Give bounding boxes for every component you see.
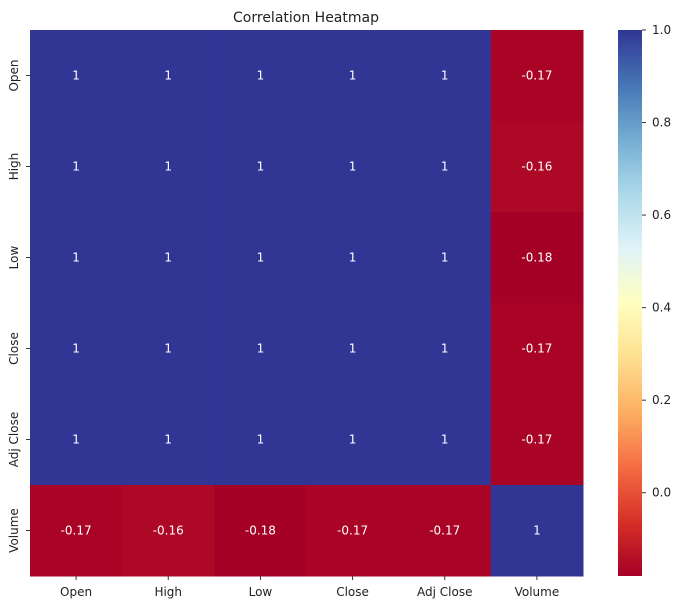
colorbar-tick-label: 0.0 xyxy=(652,486,671,500)
heatmap-cell xyxy=(490,30,584,122)
heatmap-cell xyxy=(30,485,123,577)
heatmap-cell xyxy=(122,30,215,122)
cell-value-label: -0.17 xyxy=(521,342,552,356)
heatmap-cell xyxy=(122,212,215,304)
chart-title: Correlation Heatmap xyxy=(233,10,379,26)
y-tick-label: Adj Close xyxy=(7,412,21,467)
heatmap-cell xyxy=(122,394,215,486)
heatmap-cell xyxy=(306,303,400,395)
heatmap-cell xyxy=(214,394,307,486)
heatmap-cell xyxy=(214,303,307,395)
colorbar-tick-label: 1.0 xyxy=(652,23,671,37)
x-tick-label: Open xyxy=(60,585,92,599)
colorbar-ticks: 0.0 0.2 0.4 0.6 0.8 1.0 xyxy=(642,23,671,500)
cell-value-label: 1 xyxy=(164,433,172,447)
cell-value-label: 1 xyxy=(349,69,357,83)
heatmap-cell xyxy=(490,212,584,304)
heatmap-cell xyxy=(490,121,584,213)
heatmap-cell xyxy=(306,212,400,304)
cell-value-label: 1 xyxy=(257,69,265,83)
cell-value-label: -0.17 xyxy=(521,433,552,447)
cell-value-label: 1 xyxy=(349,251,357,265)
cell-value-label: -0.17 xyxy=(337,524,368,538)
colorbar-gradient xyxy=(618,30,642,576)
cell-value-label: 1 xyxy=(533,524,541,538)
colorbar-tick-label: 0.6 xyxy=(652,208,671,222)
heatmap-cell xyxy=(398,212,492,304)
cell-value-label: 1 xyxy=(164,69,172,83)
cell-value-label: 1 xyxy=(349,433,357,447)
cell-value-label: -0.17 xyxy=(429,524,460,538)
heatmap-cell xyxy=(30,212,123,304)
heatmap-cell xyxy=(30,121,123,213)
heatmap-cell xyxy=(214,121,307,213)
heatmap-cell xyxy=(398,30,492,122)
cell-value-label: 1 xyxy=(164,251,172,265)
colorbar: 0.0 0.2 0.4 0.6 0.8 1.0 xyxy=(618,23,671,576)
y-tick-label: Close xyxy=(7,332,21,365)
cell-value-label: -0.17 xyxy=(521,69,552,83)
heatmap-cell xyxy=(214,212,307,304)
heatmap-cell xyxy=(306,30,400,122)
cell-value-label: 1 xyxy=(257,251,265,265)
x-tick-label: Volume xyxy=(515,585,560,599)
heatmap-cell xyxy=(398,303,492,395)
heatmap-cell xyxy=(30,303,123,395)
x-tick-label: Close xyxy=(336,585,369,599)
heatmap-cell xyxy=(122,303,215,395)
heatmap-cell xyxy=(306,485,400,577)
heatmap-cell xyxy=(214,30,307,122)
heatmap-cell xyxy=(398,121,492,213)
heatmap-cell xyxy=(122,485,215,577)
y-tick-label: High xyxy=(7,153,21,181)
cell-value-label: 1 xyxy=(441,160,449,174)
cell-value-label: 1 xyxy=(349,342,357,356)
cell-value-label: 1 xyxy=(164,342,172,356)
heatmap-cell xyxy=(306,394,400,486)
heatmap-cell xyxy=(30,30,123,122)
x-tick-label: Low xyxy=(249,585,273,599)
x-tick-label: Adj Close xyxy=(417,585,472,599)
cell-value-label: 1 xyxy=(164,160,172,174)
heatmap-cell xyxy=(490,485,584,577)
heatmap-cell xyxy=(214,485,307,577)
y-tick-label: Volume xyxy=(7,508,21,553)
x-axis: Open High Low Close Adj Close Volume xyxy=(60,576,559,599)
cell-value-label: 1 xyxy=(72,69,80,83)
cell-value-label: 1 xyxy=(72,433,80,447)
colorbar-tick-label: 0.2 xyxy=(652,393,671,407)
heatmap-cell xyxy=(306,121,400,213)
x-tick-label: High xyxy=(154,585,182,599)
y-tick-label: Low xyxy=(7,246,21,270)
y-tick-label: Open xyxy=(7,59,21,91)
heatmap-cell xyxy=(490,303,584,395)
cell-value-label: 1 xyxy=(441,251,449,265)
cell-value-label: 1 xyxy=(72,251,80,265)
heatmap-cell xyxy=(122,121,215,213)
colorbar-tick-label: 0.4 xyxy=(652,301,671,315)
cell-value-label: -0.17 xyxy=(61,524,92,538)
cell-value-label: 1 xyxy=(257,433,265,447)
heatmap-cell xyxy=(398,485,492,577)
heatmap-cell xyxy=(398,394,492,486)
cell-value-label: 1 xyxy=(257,160,265,174)
heatmap-cell xyxy=(30,394,123,486)
cell-value-label: 1 xyxy=(72,342,80,356)
cell-value-label: -0.16 xyxy=(521,160,552,174)
heatmap-cells xyxy=(30,30,584,577)
cell-value-label: 1 xyxy=(441,69,449,83)
colorbar-tick-label: 0.8 xyxy=(652,116,671,130)
cell-value-label: 1 xyxy=(349,160,357,174)
cell-value-label: 1 xyxy=(441,433,449,447)
cell-value-label: 1 xyxy=(441,342,449,356)
y-axis: Open High Low Close Adj Close Volume xyxy=(7,59,30,553)
cell-value-label: 1 xyxy=(257,342,265,356)
cell-value-label: -0.16 xyxy=(153,524,184,538)
heatmap-cell xyxy=(490,394,584,486)
cell-value-label: -0.18 xyxy=(245,524,276,538)
cell-value-label: 1 xyxy=(72,160,80,174)
cell-value-label: -0.18 xyxy=(521,251,552,265)
heatmap-annotations: 1 1 1 1 1 -0.17 1 1 1 1 1 -0.16 1 1 1 1 1 -0.18 1 1 1 1 1 -0.17… xyxy=(61,69,553,538)
